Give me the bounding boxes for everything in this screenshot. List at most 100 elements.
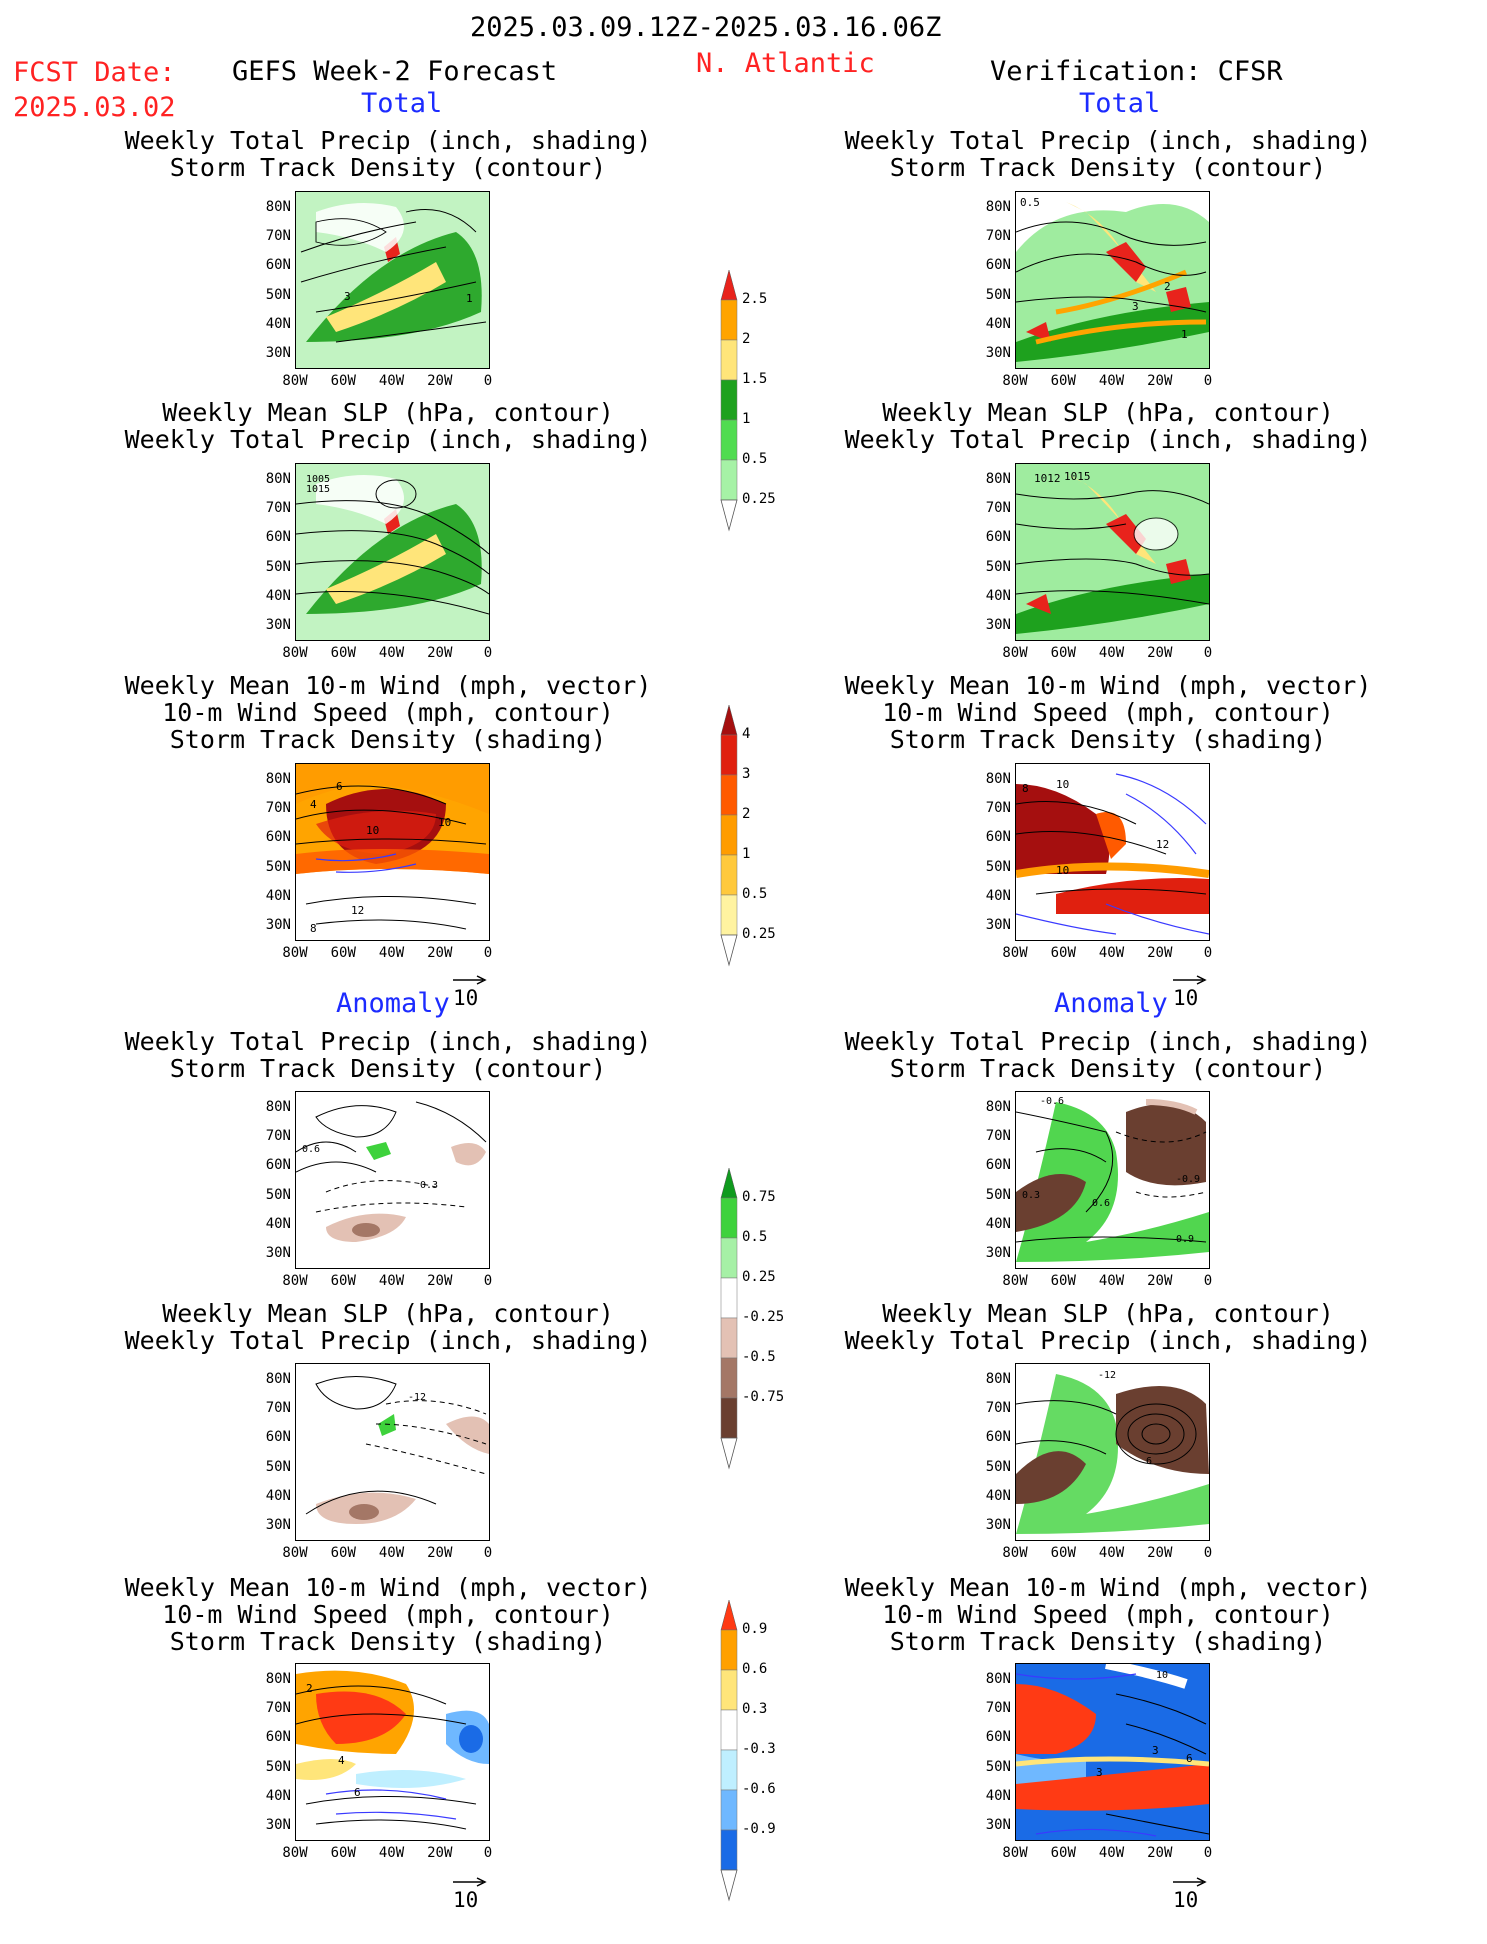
contour-label: 0.5 <box>1020 196 1040 209</box>
lat-tick-label: 50N <box>265 1758 291 1775</box>
map-panel-observed-anom-precip-track: -0.6 -0.9 0.6 0.3 0.9 <box>1015 1091 1210 1269</box>
contour-label: 12 <box>1156 838 1169 851</box>
colorbar-box <box>720 1709 738 1751</box>
colorbar-box <box>720 1357 738 1399</box>
colorbar-label: 0.25 <box>742 926 776 942</box>
contour-label: 3 <box>1132 300 1139 313</box>
title-line: Storm Track Density (contour) <box>889 1054 1327 1083</box>
title-line: 10-m Wind Speed (mph, contour) <box>162 1600 614 1629</box>
lon-tick-label: 20W <box>1147 645 1173 661</box>
title-line: Weekly Total Precip (inch, shading) <box>124 1326 652 1355</box>
colorbar-track-total: 4 3 2 1 0.5 0.25 <box>720 704 776 1009</box>
lon-tick-label: 20W <box>1147 945 1173 961</box>
lat-tick-label: 40N <box>985 887 1011 904</box>
colorbar-label: 0.5 <box>742 1229 768 1245</box>
contour-label: -12 <box>408 1392 426 1403</box>
lon-tick-label: 40W <box>1098 1273 1125 1289</box>
lon-tick-label: 40W <box>378 945 405 961</box>
lat-tick-label: 50N <box>265 1458 291 1475</box>
lat-tick-label: 60N <box>265 257 291 274</box>
title-line: Weekly Total Precip (inch, shading) <box>124 126 652 155</box>
lat-tick-label: 70N <box>985 500 1011 517</box>
lat-tick-label: 60N <box>985 529 1011 546</box>
lon-tick-label: 0 <box>483 945 493 961</box>
title-line: Weekly Mean 10-m Wind (mph, vector) <box>844 671 1372 700</box>
lat-tick-label: 30N <box>985 1517 1011 1533</box>
colorbar-box <box>720 1277 738 1319</box>
contour-label: 0.6 <box>302 1144 320 1155</box>
colorbar-box <box>720 1237 738 1279</box>
contour-label: 3 <box>1152 1744 1159 1757</box>
colorbar-label: -0.3 <box>742 1741 776 1757</box>
title-line: Storm Track Density (shading) <box>889 725 1327 754</box>
lon-tick-label: 60W <box>330 945 356 961</box>
lat-tick-label: 60N <box>265 1157 291 1174</box>
contour-label: -0.6 <box>1040 1096 1064 1107</box>
contour-label: 8 <box>310 922 317 935</box>
lat-tick-label: 70N <box>985 800 1011 817</box>
lon-tick-label: 80W <box>1002 1545 1028 1561</box>
lat-tick-label: 50N <box>985 1458 1011 1475</box>
contour-label: 1 <box>1181 328 1188 341</box>
map-canvas: 1005 1015 <box>296 464 489 640</box>
section-anomaly-left: Anomaly <box>336 988 450 1019</box>
lon-tick-label: 80W <box>1002 1845 1028 1861</box>
colorbar-bottom-triangle <box>720 1437 738 1470</box>
lat-tick-label: 30N <box>985 917 1011 933</box>
contour-label: 8 <box>1022 782 1029 795</box>
map-canvas: 1012 1015 <box>1016 464 1209 640</box>
contour-label: 12 <box>351 904 364 917</box>
arrow-right-icon <box>1173 975 1207 985</box>
colorbar-label: 2.5 <box>742 291 768 307</box>
colorbar-box <box>720 379 738 421</box>
lat-tick-label: 30N <box>265 1817 291 1833</box>
colorbar-graphic <box>720 1167 738 1470</box>
lat-tick-label: 30N <box>985 1817 1011 1833</box>
lon-tick-label: 40W <box>1098 945 1125 961</box>
lon-tick-label: 20W <box>427 1273 453 1289</box>
panel-title-ob-track: Weekly Total Precip (inch, shading) Stor… <box>808 127 1408 181</box>
colorbar-label: 1 <box>742 411 751 427</box>
map-panel-forecast-anom-precip-track: 0.6 0.3 <box>295 1091 490 1269</box>
vector-reference-value: 10 <box>453 986 479 1010</box>
map-panel-forecast-anom-wind-track: 2 4 6 <box>295 1663 490 1841</box>
title-line: Weekly Mean SLP (hPa, contour) <box>162 398 614 427</box>
contour-label: 10 <box>1056 778 1069 791</box>
colorbar-label: 0.3 <box>742 1701 768 1717</box>
panel-title-oa-wind: Weekly Mean 10-m Wind (mph, vector) 10-m… <box>808 1574 1408 1655</box>
lon-tick-label: 0 <box>1203 1273 1213 1289</box>
fcst-date-label: FCST Date: <box>13 57 176 88</box>
lon-tick-label: 60W <box>330 645 356 661</box>
colorbar-top-triangle <box>720 1599 738 1631</box>
arrow-right-icon <box>453 1877 487 1887</box>
lon-tick-label: 0 <box>1203 373 1213 389</box>
lon-tick-label: 60W <box>330 373 356 389</box>
lon-tick-label: 80W <box>1002 945 1028 961</box>
lon-tick-label: 60W <box>330 1273 356 1289</box>
colorbar-box <box>720 459 738 501</box>
map-panel-forecast-wind-track: 6 4 10 10 12 8 <box>295 763 490 941</box>
title-line: Weekly Total Precip (inch, shading) <box>124 1027 652 1056</box>
lon-tick-label: 20W <box>427 373 453 389</box>
lat-tick-label: 30N <box>265 617 291 633</box>
title-line: Storm Track Density (contour) <box>169 153 607 182</box>
title-line: Storm Track Density (shading) <box>889 1627 1327 1656</box>
lat-tick-label: 50N <box>985 1758 1011 1775</box>
lat-tick-label: 40N <box>265 1215 291 1232</box>
lon-tick-label: 80W <box>282 373 308 389</box>
lat-tick-label: 80N <box>985 471 1011 487</box>
colorbar-box <box>720 814 738 856</box>
title-line: Weekly Mean 10-m Wind (mph, vector) <box>844 1573 1372 1602</box>
lon-tick-label: 80W <box>1002 373 1028 389</box>
lon-tick-label: 0 <box>1203 945 1213 961</box>
panel-title-oa-slp: Weekly Mean SLP (hPa, contour) Weekly To… <box>808 1300 1408 1354</box>
lon-tick-label: 80W <box>282 1845 308 1861</box>
contour-label: 0.9 <box>1176 1234 1194 1245</box>
contour-label: 6 <box>336 780 343 793</box>
lat-tick-label: 60N <box>985 1429 1011 1446</box>
contour-label: 6 <box>1146 1456 1152 1467</box>
lat-tick-label: 30N <box>265 917 291 933</box>
lon-tick-label: 40W <box>378 1845 405 1861</box>
section-anomaly-right: Anomaly <box>1054 988 1168 1019</box>
map-canvas: 2 4 6 <box>296 1664 489 1840</box>
